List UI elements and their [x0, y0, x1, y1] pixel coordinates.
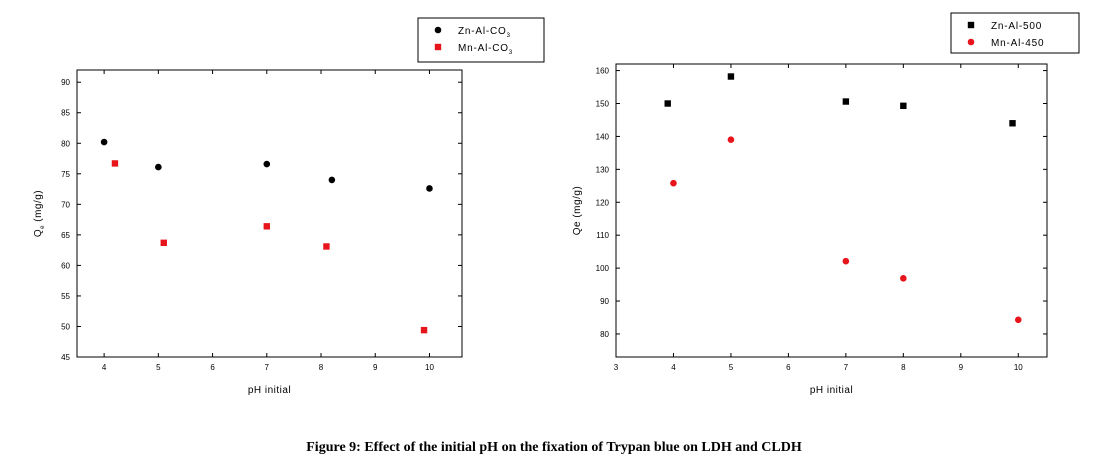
- legend-label-0: Zn-Al-500: [991, 21, 1042, 32]
- y-tick-label: 55: [61, 292, 70, 301]
- x-tick-label: 6: [786, 363, 791, 372]
- y-tick-label: 120: [596, 198, 610, 207]
- chart-right: 3 4 5 6 7 8 9 10 80 90 100 110 120 130 140 150 160 pH ini…: [572, 12, 1080, 396]
- data-point-s0-0: [100, 138, 108, 146]
- data-point-s0-4: [1009, 120, 1016, 127]
- data-point-s0-2: [263, 160, 271, 168]
- data-point-s0-1: [727, 73, 735, 80]
- data-point-s0-3: [328, 176, 336, 184]
- data-point-s0-2: [842, 98, 850, 105]
- data-point-s0-0: [664, 100, 671, 107]
- y-tick-label: 90: [61, 78, 70, 87]
- y-tick-label: 45: [61, 353, 70, 362]
- y-tick-label: 85: [61, 109, 70, 118]
- legend-box: [950, 12, 1080, 54]
- data-point-s0-4: [426, 185, 433, 192]
- x-tick-label: 8: [319, 363, 324, 372]
- x-tick-label: 6: [210, 363, 215, 372]
- x-tick-label: 7: [844, 363, 849, 372]
- data-point-s1-1: [727, 136, 735, 144]
- legend: Zn-Al-500 Mn-Al-450: [950, 12, 1080, 54]
- x-tick-label: 10: [1014, 363, 1023, 372]
- data-point-s0-3: [900, 102, 907, 110]
- y-axis-label: Qe (mg/g): [33, 190, 46, 237]
- x-tick-label: 9: [373, 363, 378, 372]
- data-point-s1-0: [111, 160, 119, 167]
- x-tick-label: 8: [901, 363, 906, 372]
- y-axis-label: Qe (mg/g): [572, 186, 583, 236]
- y-tick-label: 140: [596, 132, 610, 141]
- y-tick-label: 80: [61, 139, 70, 148]
- legend-marker-0: [434, 26, 442, 34]
- data-point-s1-4: [1014, 316, 1022, 324]
- y-tick-label: 75: [61, 170, 70, 179]
- legend-marker-1: [434, 43, 442, 51]
- y-tick-label: 130: [596, 165, 610, 174]
- x-tick-label: 9: [959, 363, 964, 372]
- legend-marker-1: [967, 38, 975, 46]
- y-tick-label: 70: [61, 200, 70, 209]
- legend-label-1: Mn-Al-450: [991, 38, 1044, 49]
- x-tick-label: 10: [425, 363, 434, 372]
- figure-caption: Figure 9: Effect of the initial pH on th…: [306, 440, 802, 455]
- x-axis-label: pH initial: [810, 385, 853, 396]
- data-point-s0-1: [155, 163, 162, 171]
- x-axis-label: pH initial: [248, 385, 291, 396]
- data-point-s1-2: [263, 223, 270, 230]
- x-tick-label: 3: [614, 363, 619, 372]
- data-point-s1-3: [900, 275, 907, 282]
- y-tick-label: 160: [596, 67, 610, 76]
- y-tick-label: 90: [600, 297, 609, 306]
- plot-frame: [76, 69, 463, 358]
- y-tick-label: 100: [596, 264, 610, 273]
- legend-label-1: Mn-Al-CO3: [458, 43, 513, 56]
- data-point-s1-1: [160, 239, 167, 247]
- y-tick-label: 80: [600, 330, 609, 339]
- y-tick-label: 65: [61, 231, 70, 240]
- y-tick-label: 60: [61, 261, 70, 270]
- y-tick-label: 150: [596, 100, 610, 109]
- x-tick-label: 5: [156, 363, 161, 372]
- x-tick-label: 7: [265, 363, 270, 372]
- legend: Zn-Al-CO3 Mn-Al-CO3: [417, 17, 545, 63]
- data-point-s1-0: [670, 179, 677, 187]
- legend-label-0: Zn-Al-CO3: [458, 26, 511, 39]
- data-point-s1-3: [323, 243, 330, 250]
- x-tick-label: 4: [102, 363, 107, 372]
- data-point-s1-2: [842, 257, 850, 265]
- plot-frame: [615, 63, 1048, 358]
- x-tick-label: 5: [729, 363, 734, 372]
- y-tick-label: 110: [596, 231, 609, 240]
- legend-box: [417, 17, 545, 63]
- y-tick-label: 50: [61, 322, 70, 331]
- data-point-s1-4: [420, 326, 428, 334]
- x-tick-label: 4: [671, 363, 676, 372]
- legend-marker-0: [967, 21, 975, 29]
